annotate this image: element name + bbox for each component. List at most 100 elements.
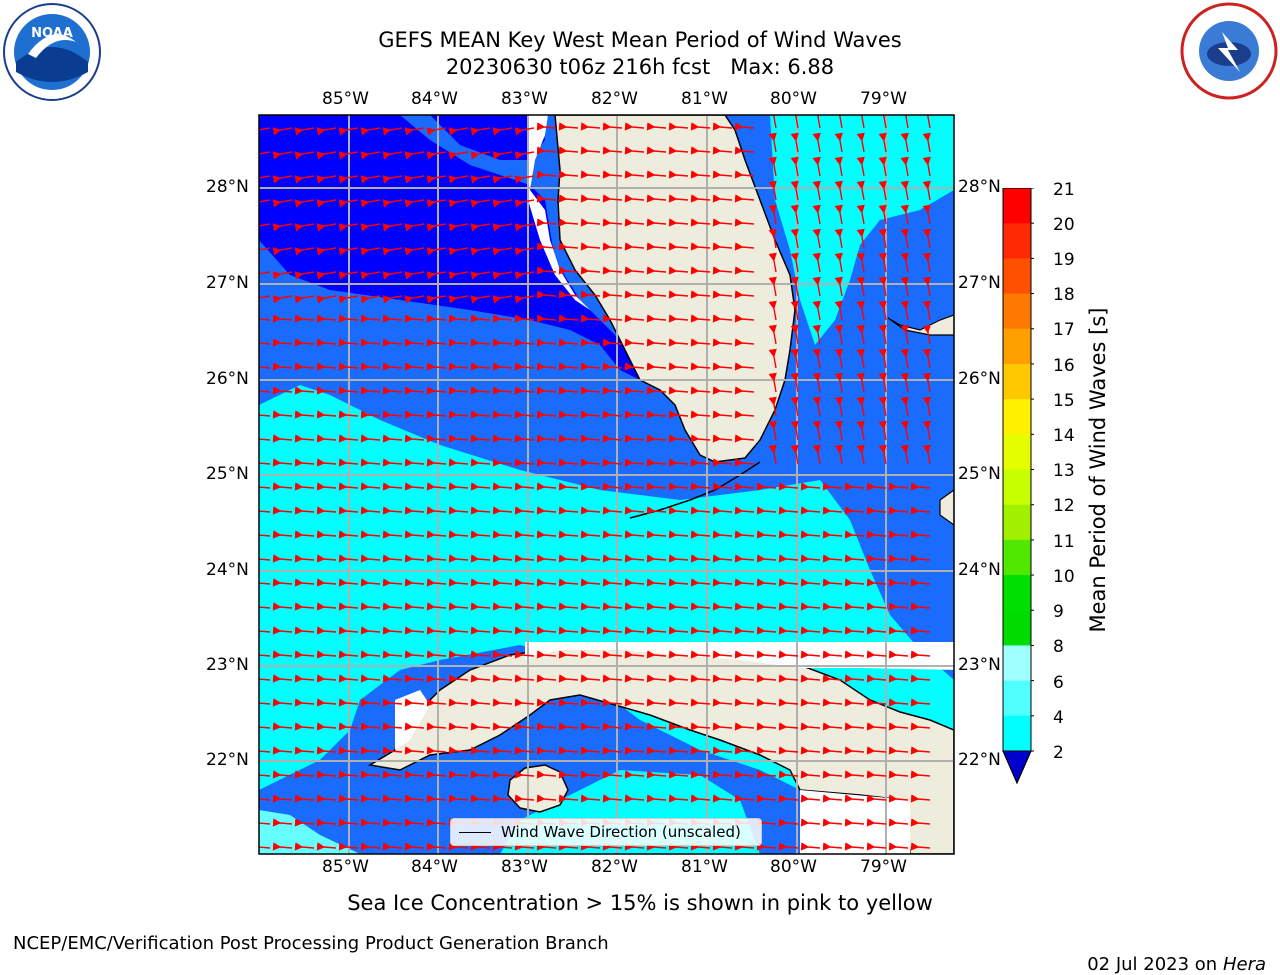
wind-arrow [426,506,447,515]
wind-arrow [382,295,403,304]
wind-arrow [822,626,843,635]
wind-arrow [316,698,337,707]
wind-arrow [878,444,887,465]
wind-arrow [580,482,601,491]
wind-arrow [448,602,469,611]
wind-arrow [492,602,513,611]
cb-tick-8: 8 [1053,637,1064,657]
wind-arrow [768,444,777,465]
wind-arrow [492,338,513,347]
wind-arrow [536,434,557,443]
wind-arrow [844,674,865,683]
wind-arrow [888,626,909,635]
wind-arrow [448,770,469,779]
wind-arrow [712,170,733,179]
wind-arrow [900,348,909,369]
wind-arrow [338,434,359,443]
ocean-cyan-atlantic [770,115,954,345]
wind-arrow [514,247,535,256]
wind-arrow [382,842,403,851]
wind-arrow [866,602,887,611]
wind-arrow [448,650,469,659]
wind-arrow [602,578,623,587]
cb-tick-17: 17 [1053,320,1075,340]
wind-arrow [404,578,425,587]
wind-arrow [470,506,491,515]
wind-arrow [856,204,865,225]
cb-tick-20: 20 [1053,215,1075,235]
wind-arrow [790,180,799,201]
wind-arrow [294,674,315,683]
wind-arrow [316,175,337,184]
wind-arrow [712,218,733,227]
footer-right: 02 Jul 2023 on Hera [1076,933,1266,975]
wind-arrow [768,348,777,369]
wind-arrow [514,506,535,515]
wind-arrow [536,698,557,707]
wind-arrow [382,578,403,587]
wind-arrow [272,794,293,803]
wind-arrow [768,276,777,297]
wind-arrow [646,578,667,587]
wind-arrow [668,698,689,707]
wind-arrow [448,199,469,208]
wind-arrow [580,218,601,227]
wind-arrow [624,794,645,803]
wind-arrow [536,530,557,539]
wind-arrow [602,218,623,227]
wind-arrow [768,132,777,153]
wind-arrow [922,444,931,465]
wind-arrow [778,818,799,827]
wind-arrow [294,223,315,232]
wind-arrow [259,482,271,491]
wind-arrow [470,247,491,256]
wind-arrow [294,458,315,467]
lon-label-bottom-79: 79°W [860,857,907,877]
wind-arrow [382,434,403,443]
wind-arrow [812,180,821,201]
wind-arrow [646,362,667,371]
wind-arrow [536,554,557,563]
wind-arrow [800,578,821,587]
wind-arrow [382,530,403,539]
wind-arrow [922,348,931,369]
wind-arrow [316,247,337,256]
wind-arrow [922,204,931,225]
wind-arrow [514,770,535,779]
wind-arrow [272,410,293,419]
wind-arrow [470,650,491,659]
wind-arrow [712,626,733,635]
wind-arrow [316,314,337,323]
wind-arrow [756,746,777,755]
wind-arrow [558,746,579,755]
wind-arrow [492,386,513,395]
wind-arrow [259,151,271,160]
lon-label-bottom-84: 84°W [411,857,458,877]
wind-arrow [294,295,315,304]
wind-arrow [426,554,447,563]
wind-arrow [624,578,645,587]
wind-arrow [844,506,865,515]
wind-arrow [624,122,645,131]
wind-arrow [382,458,403,467]
wind-arrow [316,295,337,304]
wind-arrow [294,199,315,208]
wind-arrow [602,626,623,635]
wind-arrow [470,223,491,232]
wind-arrow [338,602,359,611]
wind-arrow [878,115,887,129]
wind-arrow [646,794,667,803]
wind-arrow [514,223,535,232]
footer-machine: Hera [1222,954,1266,975]
wind-arrow [536,266,557,275]
ocean-darkblue-gulf [259,115,640,380]
wind-arrow [580,746,601,755]
wind-arrow [624,338,645,347]
wind-arrow [712,434,733,443]
wind-arrow [448,722,469,731]
wind-arrow [624,386,645,395]
wind-arrow [844,842,865,851]
wind-arrow [646,770,667,779]
wind-arrow [448,338,469,347]
wind-arrow [426,199,447,208]
